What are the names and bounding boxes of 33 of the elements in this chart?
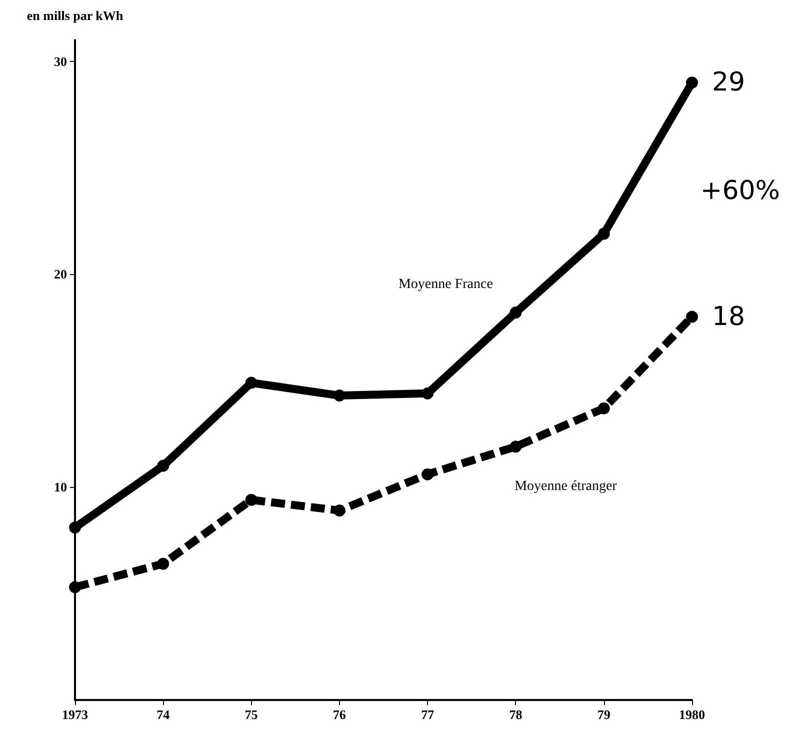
point bbox=[157, 460, 170, 472]
y-tick-label: 10 bbox=[54, 480, 67, 495]
y-tick-label: 20 bbox=[54, 266, 67, 282]
point bbox=[598, 402, 610, 414]
point bbox=[333, 390, 346, 402]
point bbox=[245, 376, 258, 389]
point bbox=[422, 468, 434, 480]
x-tick-label: 1980 bbox=[679, 707, 705, 722]
y-tick-label: 30 bbox=[54, 54, 67, 69]
series-label: Moyenne France bbox=[398, 277, 493, 292]
x-tick-label: 79 bbox=[597, 707, 611, 722]
x-tick-label: 76 bbox=[332, 707, 346, 722]
point bbox=[245, 494, 258, 506]
point bbox=[422, 387, 434, 400]
point bbox=[686, 310, 698, 323]
point bbox=[686, 76, 698, 89]
x-tick-label: 1973 bbox=[62, 707, 88, 722]
x-tick-label: 74 bbox=[156, 707, 170, 722]
point bbox=[510, 306, 522, 319]
point bbox=[598, 228, 610, 240]
data-label: 18 bbox=[712, 302, 746, 332]
point bbox=[69, 581, 81, 594]
data-label: 29 bbox=[712, 68, 746, 98]
x-tick-label: 78 bbox=[509, 707, 523, 722]
y-axis-title: en mills par kWh bbox=[26, 8, 124, 23]
x-tick-label: 75 bbox=[244, 707, 258, 722]
point bbox=[510, 440, 522, 453]
series-label: Moyenne étranger bbox=[514, 479, 618, 494]
point bbox=[157, 558, 170, 570]
x-tick-label: 77 bbox=[421, 707, 435, 722]
point bbox=[69, 522, 81, 534]
text: +60% bbox=[700, 176, 780, 206]
point bbox=[333, 504, 346, 517]
